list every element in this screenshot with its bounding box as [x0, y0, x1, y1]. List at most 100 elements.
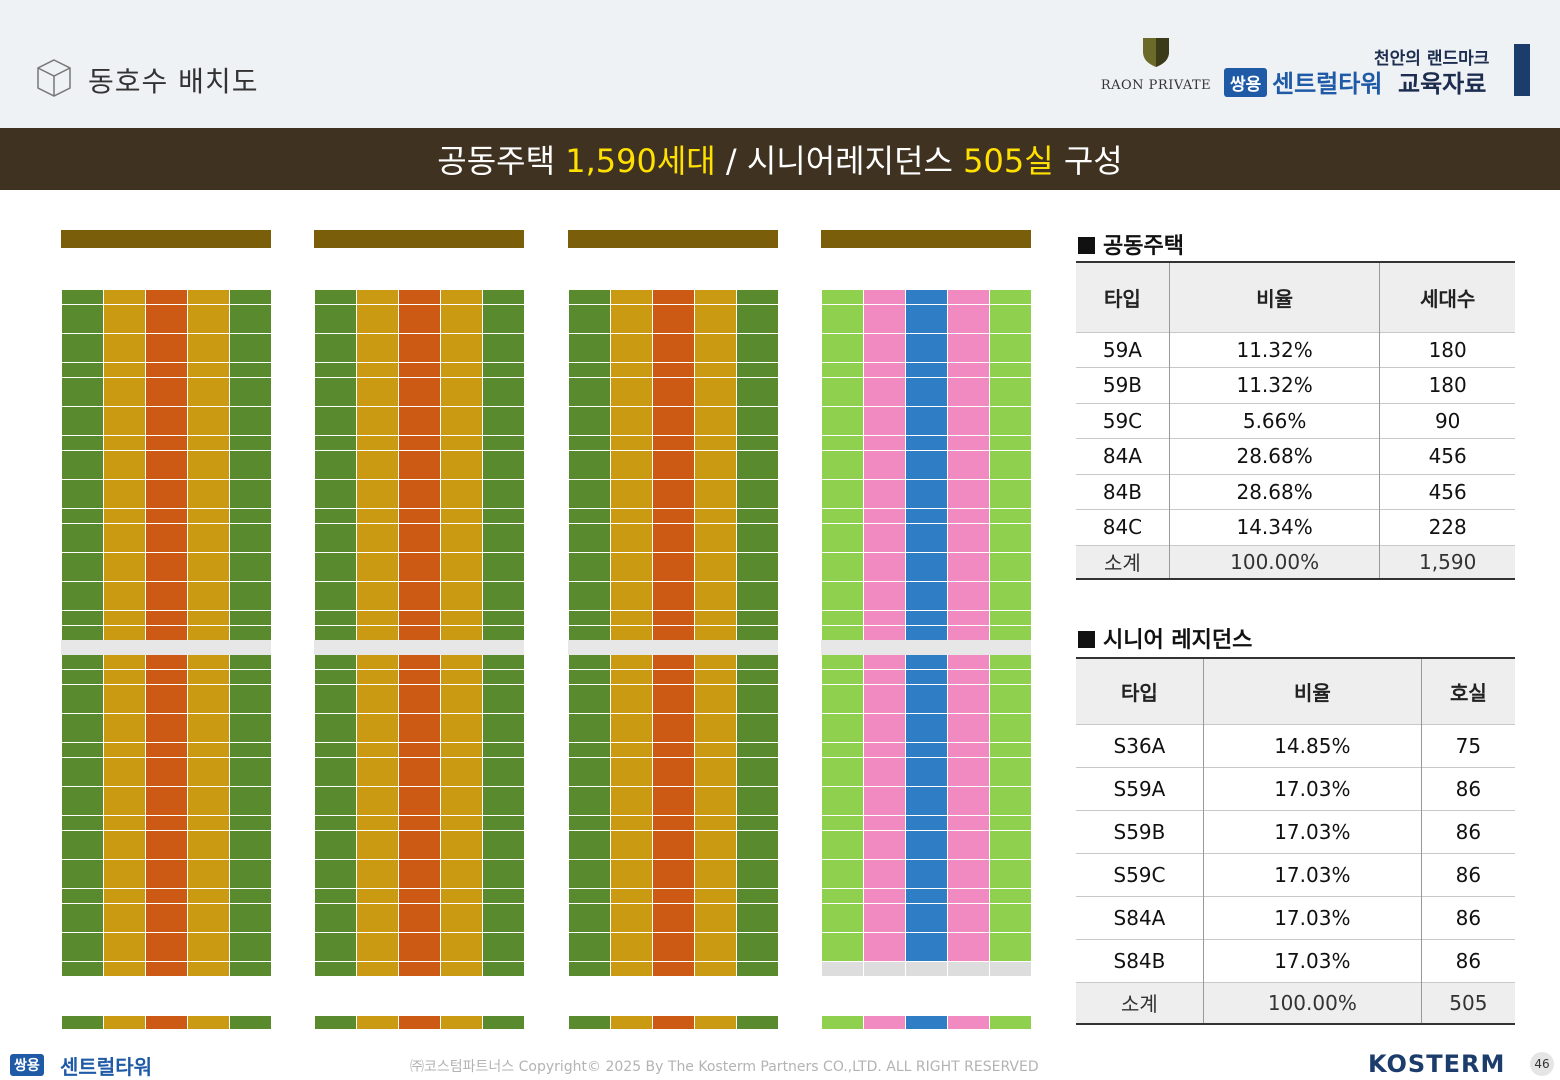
floor-row: [61, 406, 271, 422]
floor-row: [568, 874, 778, 889]
unit-cell: [694, 743, 736, 757]
floor-row: [568, 699, 778, 714]
floor-row: [61, 670, 271, 685]
floor-row: [568, 304, 778, 320]
unit-cell: [610, 304, 652, 319]
unit-cell: [652, 830, 694, 845]
unit-cell: [229, 947, 271, 962]
unit-cell: [314, 450, 356, 465]
table-row: 59B 11.32% 180: [1076, 367, 1515, 403]
unit-cell: [905, 362, 947, 377]
floor-label: [277, 772, 307, 787]
floor-label: [24, 465, 54, 480]
floor-label: [784, 947, 814, 962]
unit-cell: [821, 961, 863, 976]
unit-cell: [821, 947, 863, 962]
unit-cell: [568, 552, 610, 567]
floor-label: [24, 290, 54, 305]
floor-label: [24, 655, 54, 670]
unit-cell: [610, 596, 652, 611]
floor-label: [784, 596, 814, 611]
unit-cell: [863, 435, 905, 450]
floor-label: [24, 830, 54, 845]
unit-cell: [314, 845, 356, 860]
unit-cell: [568, 406, 610, 421]
unit-cell: [947, 670, 989, 685]
floor-row: [61, 567, 271, 582]
unit-cell: [482, 465, 524, 480]
unit-cell: [356, 757, 398, 772]
unit-cell: [905, 1016, 947, 1030]
floor-row: [568, 611, 778, 626]
unit-cell: [905, 918, 947, 933]
floor-row: [314, 348, 524, 363]
unit-cell: [652, 845, 694, 860]
col-header-ratio: 비율: [1168, 262, 1380, 332]
unit-cell: [145, 699, 187, 714]
unit-cell: [356, 508, 398, 523]
floor-label: [531, 582, 561, 597]
floor-row: [314, 435, 524, 451]
unit-cell: [863, 728, 905, 743]
unit-cell: [61, 815, 103, 830]
unit-cell: [356, 552, 398, 567]
unit-cell: [989, 655, 1031, 670]
unit-cell: [482, 479, 524, 494]
unit-cell: [145, 611, 187, 626]
floor-row: [314, 1016, 524, 1030]
unit-cell: [947, 348, 989, 363]
table-row: 84A 28.68% 456: [1076, 438, 1515, 474]
unit-cell: [947, 538, 989, 553]
table-row: S84A 17.03% 86: [1076, 895, 1515, 939]
unit-cell: [694, 611, 736, 626]
unit-cell: [482, 699, 524, 714]
unit-cell: [947, 567, 989, 582]
unit-cell: [145, 786, 187, 801]
unit-cell: [610, 815, 652, 830]
floor-label: [784, 845, 814, 860]
unit-cell: [905, 450, 947, 465]
floor-row: [568, 319, 778, 334]
floor-label: [277, 363, 307, 378]
unit-cell: [863, 581, 905, 596]
unit-cell: [863, 523, 905, 538]
unit-cell: [314, 362, 356, 377]
unit-cell: [694, 859, 736, 874]
unit-cell: [610, 348, 652, 363]
unit-cell: [61, 786, 103, 801]
floor-row: [821, 611, 1031, 626]
page-header: 동호수 배치도 RAON PRIVATE 천안의 랜드마크 쌍용 센트럴타워 교…: [0, 0, 1560, 128]
unit-cell: [398, 465, 440, 480]
unit-cell: [652, 479, 694, 494]
floor-row: [61, 450, 271, 466]
unit-cell: [863, 421, 905, 436]
unit-cell: [103, 567, 145, 582]
unit-cell: [863, 392, 905, 407]
unit-cell: [736, 932, 778, 947]
floor-label: [531, 655, 561, 670]
unit-cell: [694, 786, 736, 801]
unit-cell: [187, 728, 229, 743]
floor-row: [821, 728, 1031, 743]
unit-cell: [947, 888, 989, 903]
unit-cell: [61, 830, 103, 845]
unit-cell: [61, 304, 103, 319]
unit-cell: [187, 670, 229, 685]
unit-cell: [947, 523, 989, 538]
floor-row: [568, 859, 778, 875]
unit-cell: [398, 1016, 440, 1030]
unit-cell: [482, 815, 524, 830]
floor-label: [277, 961, 307, 976]
type-cell: S84B: [1076, 938, 1204, 982]
type-cell: S59A: [1076, 766, 1204, 810]
unit-cell: [652, 392, 694, 407]
floor-row: [568, 932, 778, 948]
unit-cell: [356, 874, 398, 889]
unit-cell: [61, 319, 103, 334]
floor-label: [784, 436, 814, 451]
floor-label: [784, 874, 814, 889]
unit-cell: [610, 655, 652, 670]
unit-cell: [905, 377, 947, 392]
floor-label: [531, 553, 561, 568]
unit-cell: [482, 1016, 524, 1030]
